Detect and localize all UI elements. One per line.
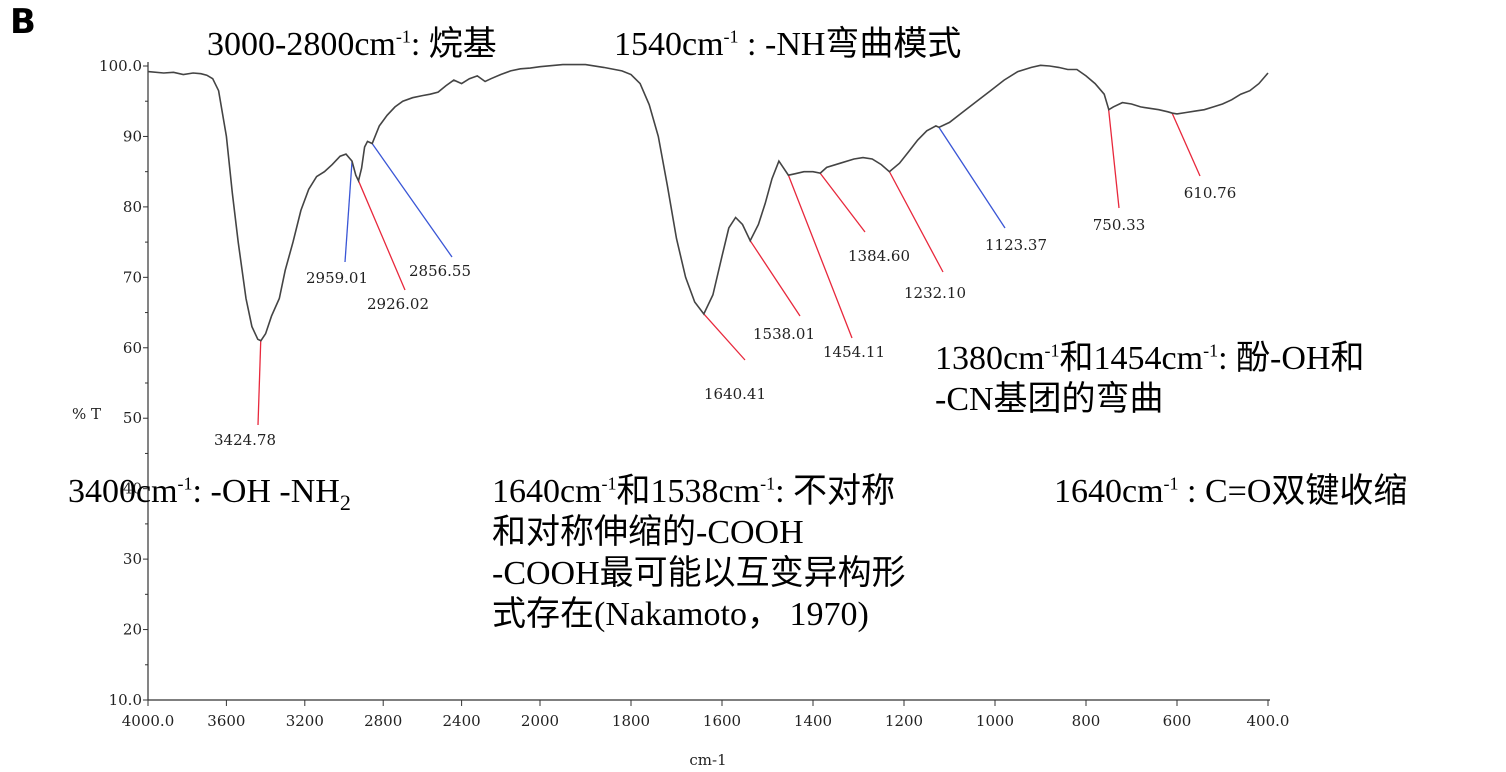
peak-line [888, 171, 944, 273]
spectrum-line [147, 63, 1269, 342]
annotation-co-post: : C=O双键收缩 [1178, 473, 1408, 510]
peak-marker-lines [257, 109, 1201, 426]
x-tick-label: 1000 [976, 712, 1014, 730]
peak-label: 1123.37 [985, 236, 1047, 254]
y-axis-ticks: 10.0 20 30 40 50 60 70 80 90 100.0 [99, 57, 148, 709]
annotation-phenol-line2: -CN基团的弯曲 [935, 381, 1164, 418]
annotation-oh-sub: 2 [339, 489, 351, 515]
peak-label: 2926.02 [367, 295, 429, 313]
annotation-phenol-mid: 和1454cm [1059, 340, 1204, 377]
peak-label: 2959.01 [306, 269, 368, 287]
annotation-cooh-sup2: -1 [760, 473, 776, 494]
annotation-co-pre: 1640cm [1054, 473, 1164, 510]
chart-axes [147, 62, 1270, 701]
peak-line [938, 126, 1006, 229]
x-tick-label: 2000 [521, 712, 559, 730]
peak-line [357, 180, 406, 291]
y-tick-label: 90 [123, 127, 142, 145]
peak-line [344, 161, 353, 263]
annotation-phenol: 1380cm-1和1454cm-1: 酚-OH和 -CN基团的弯曲 [935, 338, 1364, 420]
x-tick-label: 1400 [794, 712, 832, 730]
annotation-alkyl: 3000-2800cm-1: 烷基 [207, 24, 497, 65]
annotation-nh-bend: 1540cm-1 : -NH弯曲模式 [614, 24, 961, 65]
annotation-nh-pre: 1540cm [614, 26, 724, 63]
y-tick-label: 50 [123, 409, 142, 427]
annotation-alkyl-post: : 烷基 [410, 26, 497, 63]
annotation-phenol-pre: 1380cm [935, 340, 1045, 377]
x-tick-label: 1200 [885, 712, 923, 730]
y-tick-label: 80 [123, 198, 142, 216]
peak-labels: 3424.78 2959.01 2926.02 2856.55 1640.41 1538.… [214, 184, 1236, 449]
panel-label: B [10, 2, 36, 42]
peak-line [1107, 109, 1120, 209]
annotation-cooh-mid: 和1538cm [616, 473, 761, 510]
peak-line [371, 143, 453, 258]
y-tick-label: 70 [123, 268, 142, 286]
annotation-nh-post: : -NH弯曲模式 [738, 26, 962, 63]
y-tick-label: 20 [123, 621, 142, 639]
x-tick-label: 3600 [207, 712, 245, 730]
x-tick-label: 600 [1163, 712, 1192, 730]
peak-line [257, 340, 262, 426]
peak-label: 1538.01 [753, 325, 815, 343]
x-tick-label: 2800 [364, 712, 402, 730]
y-tick-label: 30 [123, 550, 142, 568]
peak-label: 1384.60 [848, 247, 910, 265]
annotation-cooh-line2: 和对称伸缩的-COOH [492, 514, 804, 551]
peak-line [749, 240, 801, 317]
x-tick-label: 400.0 [1247, 712, 1290, 730]
peak-label: 610.76 [1184, 184, 1237, 202]
annotation-alkyl-pre: 3000-2800cm [207, 26, 396, 63]
annotation-cooh: 1640cm-1和1538cm-1: 不对称 和对称伸缩的-COOH -COOH… [492, 471, 906, 635]
peak-label: 1232.10 [904, 284, 966, 302]
peak-label: 2856.55 [409, 262, 471, 280]
annotation-cooh-line3: -COOH最可能以互变异构形 [492, 555, 906, 592]
annotation-phenol-sup1: -1 [1044, 340, 1060, 361]
x-axis-ticks: 4000.0 3600 3200 2800 2400 2000 1800 1600 1400 12… [122, 700, 1290, 730]
peak-label: 1640.41 [704, 385, 766, 403]
y-tick-label: 40 [123, 480, 142, 498]
annotation-cooh-line4: 式存在(Nakamoto， 1970) [492, 596, 869, 633]
peak-label: 750.33 [1093, 216, 1146, 234]
annotation-oh-mid: : -OH -NH [192, 473, 340, 510]
x-tick-label: 2400 [443, 712, 481, 730]
annotation-cooh-sup1: -1 [601, 473, 617, 494]
x-tick-label: 800 [1072, 712, 1101, 730]
annotation-alkyl-sup: -1 [395, 26, 411, 47]
peak-label: 1454.11 [823, 343, 885, 361]
annotation-cooh-pre: 1640cm [492, 473, 602, 510]
annotation-phenol-post: : 酚-OH和 [1218, 340, 1365, 377]
x-tick-label: 1600 [703, 712, 741, 730]
x-axis-label: cm-1 [689, 751, 726, 769]
y-tick-label: 10.0 [109, 691, 142, 709]
peak-line [703, 313, 746, 361]
x-tick-label: 1800 [612, 712, 650, 730]
annotation-oh-sup: -1 [177, 473, 193, 494]
y-axis-label: % T [72, 405, 101, 423]
annotation-co: 1640cm-1 : C=O双键收缩 [1054, 471, 1407, 512]
x-tick-label: 3200 [286, 712, 324, 730]
peak-line [1171, 112, 1201, 177]
annotation-cooh-post: : 不对称 [775, 473, 896, 510]
y-tick-label: 60 [123, 339, 142, 357]
annotation-co-sup: -1 [1163, 473, 1179, 494]
annotation-nh-sup: -1 [723, 26, 739, 47]
y-tick-label: 100.0 [99, 57, 142, 75]
peak-label: 3424.78 [214, 431, 276, 449]
annotation-oh-nh2: 3400cm-1: -OH -NH2 [68, 471, 351, 515]
x-tick-label: 4000.0 [122, 712, 175, 730]
annotation-phenol-sup2: -1 [1203, 340, 1219, 361]
peak-line [819, 172, 866, 233]
peak-line [787, 174, 853, 339]
annotation-oh-pre: 3400cm [68, 473, 178, 510]
